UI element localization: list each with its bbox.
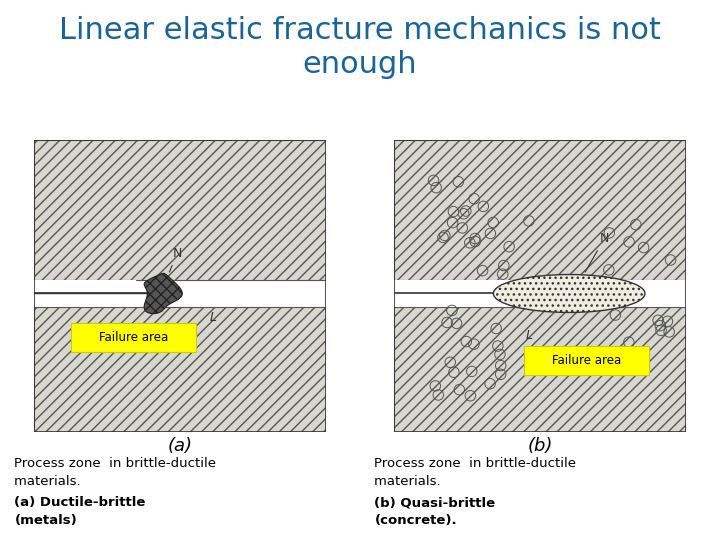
Text: (a) Ductile-brittle
(metals): (a) Ductile-brittle (metals) (14, 496, 145, 527)
Text: Linear elastic fracture mechanics is not
enough: Linear elastic fracture mechanics is not… (59, 16, 661, 78)
Text: (a): (a) (168, 437, 192, 455)
Polygon shape (395, 280, 685, 307)
Bar (395, 140, 685, 280)
Text: Failure area: Failure area (552, 354, 621, 367)
Bar (34, 140, 325, 280)
FancyBboxPatch shape (524, 346, 649, 375)
Text: N: N (169, 247, 181, 272)
Polygon shape (144, 273, 182, 314)
Text: (b) Quasi-brittle
(concrete).: (b) Quasi-brittle (concrete). (374, 496, 495, 527)
Bar (34, 307, 325, 432)
Polygon shape (34, 280, 58, 307)
Ellipse shape (493, 274, 645, 313)
Text: L: L (209, 311, 216, 324)
Text: N: N (585, 232, 609, 272)
Text: L: L (526, 329, 532, 342)
Text: (b): (b) (527, 437, 553, 455)
Polygon shape (34, 280, 136, 295)
Polygon shape (34, 280, 136, 307)
FancyBboxPatch shape (71, 322, 196, 352)
Text: Failure area: Failure area (99, 330, 168, 344)
Text: Process zone  in brittle-ductile
materials.: Process zone in brittle-ductile material… (14, 457, 217, 488)
Text: Process zone  in brittle-ductile
materials.: Process zone in brittle-ductile material… (374, 457, 577, 488)
Bar (395, 307, 685, 432)
